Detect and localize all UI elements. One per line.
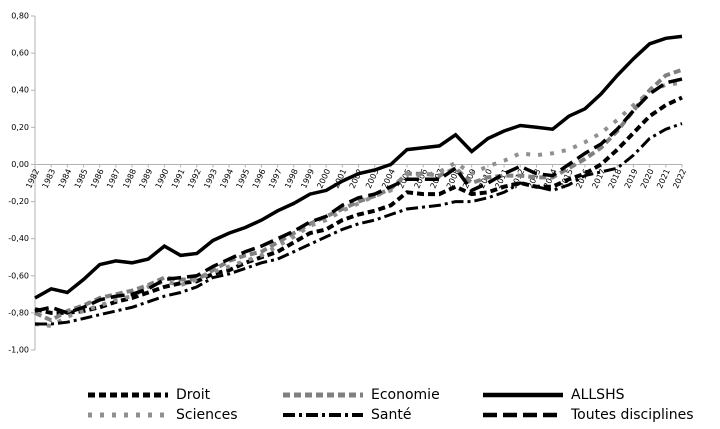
x-tick-label: 1995 <box>235 168 252 190</box>
y-tick-label: 0,00 <box>11 160 29 169</box>
x-tick-label: 1994 <box>218 168 235 190</box>
series-line <box>34 95 683 315</box>
series-line <box>34 67 683 323</box>
y-tick-label: 0,60 <box>11 49 29 58</box>
x-tick-label: 2020 <box>639 168 656 190</box>
x-tick-label: 1993 <box>202 168 219 190</box>
y-tick-label: 0,40 <box>11 86 29 95</box>
x-tick-label: 1982 <box>24 168 41 190</box>
x-tick-label: 1990 <box>154 168 171 190</box>
legend-label: Droit <box>176 387 211 403</box>
y-tick-label: -0,40 <box>8 234 29 243</box>
legend-label: Sciences <box>176 407 238 423</box>
x-tick-label: 2022 <box>671 168 688 190</box>
series-line <box>35 122 683 326</box>
legend-label: Toutes disciplines <box>570 407 694 423</box>
x-tick-label: 1984 <box>57 168 74 190</box>
x-tick-label: 1987 <box>105 168 122 190</box>
y-tick-label: -0,60 <box>8 271 29 280</box>
y-tick-label: -1,00 <box>8 346 29 355</box>
y-tick-label: 0,80 <box>11 12 29 21</box>
y-tick-label: -0,80 <box>8 308 29 317</box>
legend-label: Economie <box>371 387 440 403</box>
y-tick-label: -0,20 <box>8 197 29 206</box>
series-line <box>34 77 683 315</box>
x-tick-label: 2021 <box>655 168 672 190</box>
x-tick-label: 1992 <box>186 168 203 190</box>
x-tick-label: 1989 <box>138 168 155 190</box>
x-tick-label: 1996 <box>251 168 268 190</box>
x-tick-label: 1997 <box>267 168 284 190</box>
x-tick-label: 1991 <box>170 168 187 190</box>
x-tick-label: 1998 <box>283 168 300 190</box>
x-tick-label: 1999 <box>299 168 316 190</box>
x-tick-label: 1986 <box>89 168 106 190</box>
legend-label: ALLSHS <box>571 387 625 403</box>
x-tick-label: 1983 <box>40 168 57 190</box>
x-tick-label: 2019 <box>623 168 640 190</box>
series-line <box>34 34 683 300</box>
y-tick-label: 0,20 <box>11 123 29 132</box>
x-tick-label: 1988 <box>121 168 138 190</box>
x-tick-label: 1985 <box>73 168 90 190</box>
legend-label: Santé <box>371 407 411 423</box>
series-line <box>34 80 683 328</box>
